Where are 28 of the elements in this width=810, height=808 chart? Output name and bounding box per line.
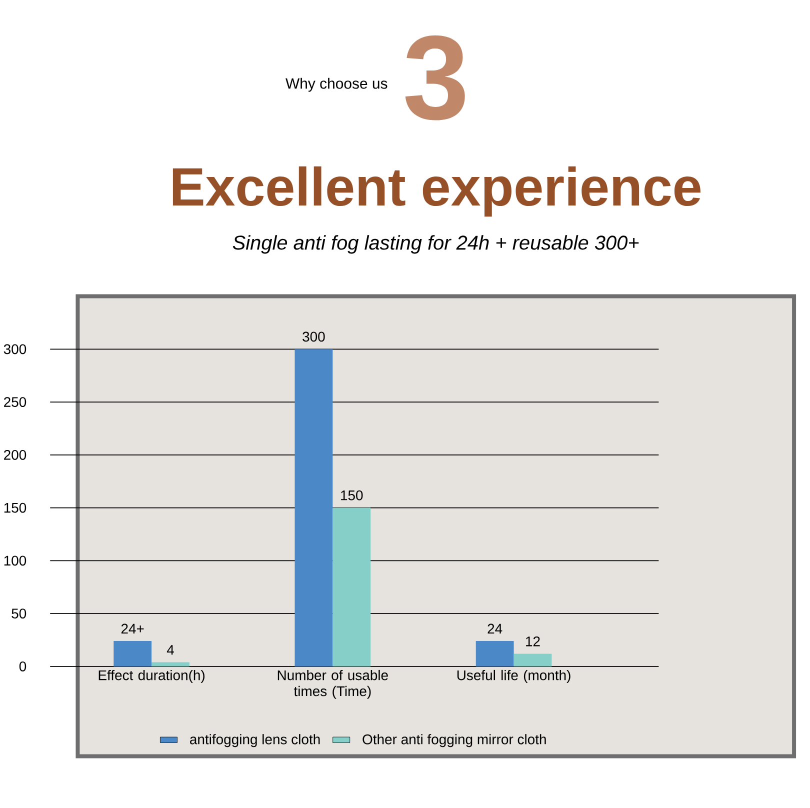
data-label: 12 — [526, 636, 540, 646]
data-label: 300 — [302, 332, 325, 342]
y-tick-label: 100 — [4, 556, 26, 566]
chart-subtitle: Single anti fog lasting for 24h + reusable 300+ — [232, 235, 639, 254]
chart-title: Excellent experience — [172, 166, 700, 217]
y-tick-label: 150 — [4, 502, 26, 513]
data-label: 24+ — [121, 624, 144, 634]
legend-label: Other anti fogging mirror cloth — [362, 734, 546, 748]
y-tick-label: 250 — [4, 397, 26, 407]
x-tick-label: Useful life (month) — [457, 670, 570, 683]
bar — [332, 508, 371, 666]
y-tick-label: 0 — [19, 661, 26, 672]
y-tick-label: 50 — [12, 608, 26, 618]
x-tick-label: Effect duration(h) — [98, 670, 204, 683]
data-label: 150 — [341, 490, 363, 500]
bar — [294, 349, 333, 666]
text: Why choose us — [286, 78, 388, 92]
y-tick-label: 300 — [4, 344, 26, 354]
text: 3 — [405, 35, 465, 120]
y-tick-label: 200 — [4, 450, 26, 460]
bar — [114, 640, 152, 666]
bar — [152, 662, 190, 666]
data-label: 4 — [166, 645, 174, 655]
bar — [476, 640, 514, 666]
data-label: 24 — [488, 624, 502, 634]
legend-label: antifogging lens cloth — [190, 734, 320, 748]
bar — [514, 654, 552, 666]
x-tick-label: Number of usable times (Time) — [278, 670, 388, 699]
